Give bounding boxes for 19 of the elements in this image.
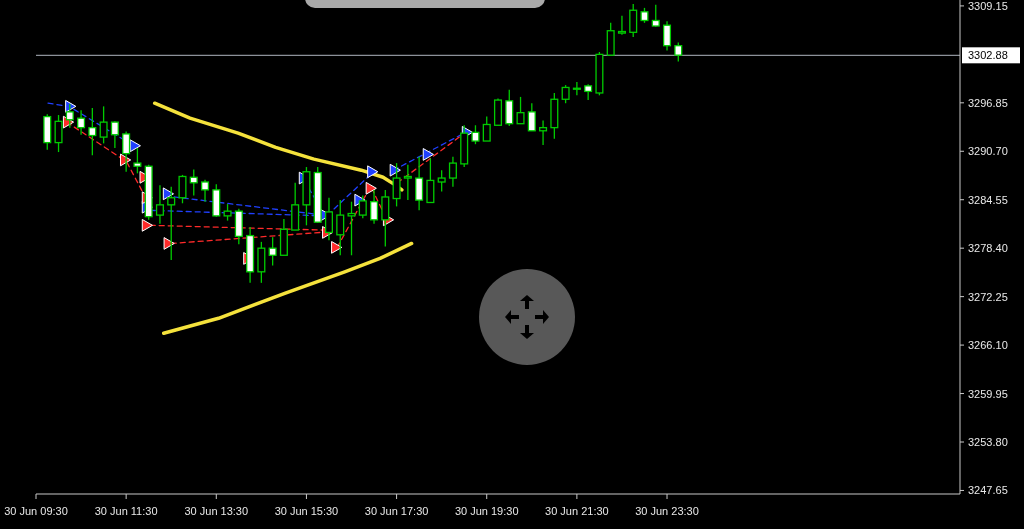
y-tick-label: 3266.10 bbox=[968, 339, 1008, 352]
y-tick-label: 3278.40 bbox=[968, 242, 1008, 255]
y-tick-label: 3309.15 bbox=[968, 0, 1008, 12]
y-tick-label: 3259.95 bbox=[968, 387, 1008, 400]
x-tick-label: 30 Jun 23:30 bbox=[635, 505, 699, 517]
y-tick-label: 3296.85 bbox=[968, 96, 1008, 109]
y-tick-label: 3253.80 bbox=[968, 436, 1008, 448]
x-tick-label: 30 Jun 19:30 bbox=[454, 505, 519, 517]
x-tick-label: 30 Jun 13:30 bbox=[184, 505, 249, 517]
y-tick-label: 3284.55 bbox=[968, 193, 1008, 206]
x-tick-label: 30 Jun 09:30 bbox=[4, 505, 68, 517]
x-tick-label: 30 Jun 21:30 bbox=[545, 505, 609, 517]
y-tick-label: 3290.70 bbox=[968, 145, 1008, 158]
x-tick-label: 30 Jun 15:30 bbox=[274, 505, 339, 517]
ref-line-label: 3302.88 bbox=[968, 49, 1008, 62]
y-tick-label: 3272.25 bbox=[968, 290, 1008, 303]
y-tick-label: 3247.65 bbox=[968, 484, 1008, 497]
x-tick-label: 30 Jun 11:30 bbox=[94, 505, 158, 517]
x-tick-label: 30 Jun 17:30 bbox=[364, 505, 429, 517]
